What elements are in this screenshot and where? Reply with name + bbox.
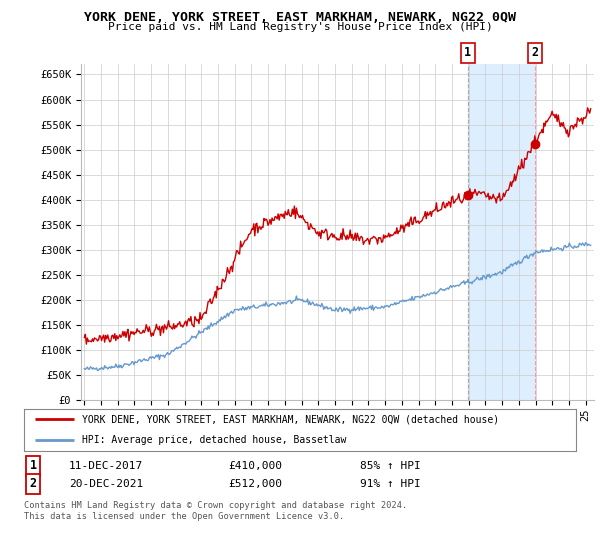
Text: 91% ↑ HPI: 91% ↑ HPI — [360, 479, 421, 489]
Text: 1: 1 — [29, 459, 37, 473]
Text: 11-DEC-2017: 11-DEC-2017 — [69, 461, 143, 471]
Text: Contains HM Land Registry data © Crown copyright and database right 2024.
This d: Contains HM Land Registry data © Crown c… — [24, 501, 407, 521]
Text: Price paid vs. HM Land Registry's House Price Index (HPI): Price paid vs. HM Land Registry's House … — [107, 22, 493, 32]
Text: HPI: Average price, detached house, Bassetlaw: HPI: Average price, detached house, Bass… — [82, 435, 346, 445]
Text: 85% ↑ HPI: 85% ↑ HPI — [360, 461, 421, 471]
Text: £512,000: £512,000 — [228, 479, 282, 489]
Text: 1: 1 — [464, 46, 472, 59]
Text: 2: 2 — [532, 46, 539, 59]
Text: YORK DENE, YORK STREET, EAST MARKHAM, NEWARK, NG22 0QW: YORK DENE, YORK STREET, EAST MARKHAM, NE… — [84, 11, 516, 24]
Text: 2: 2 — [29, 477, 37, 491]
Text: £410,000: £410,000 — [228, 461, 282, 471]
Text: 20-DEC-2021: 20-DEC-2021 — [69, 479, 143, 489]
Text: YORK DENE, YORK STREET, EAST MARKHAM, NEWARK, NG22 0QW (detached house): YORK DENE, YORK STREET, EAST MARKHAM, NE… — [82, 414, 499, 424]
Bar — [468, 64, 535, 400]
